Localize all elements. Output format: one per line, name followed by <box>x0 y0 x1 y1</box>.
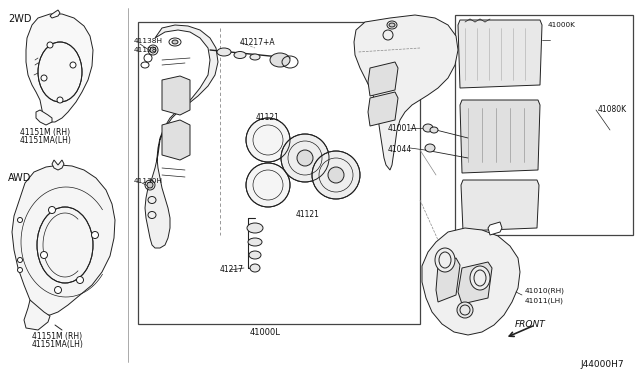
Ellipse shape <box>297 150 313 166</box>
Text: 41151M (RH): 41151M (RH) <box>20 128 70 137</box>
Polygon shape <box>26 14 93 122</box>
Ellipse shape <box>41 75 47 81</box>
Text: FRONT: FRONT <box>515 320 546 329</box>
Text: 41151MA(LH): 41151MA(LH) <box>32 340 84 349</box>
Polygon shape <box>458 262 492 304</box>
Text: AWD: AWD <box>8 173 31 183</box>
Text: 41121: 41121 <box>296 210 320 219</box>
Text: 41011(LH): 41011(LH) <box>525 297 564 304</box>
Text: 41000L: 41000L <box>250 328 280 337</box>
Ellipse shape <box>425 144 435 152</box>
Polygon shape <box>368 92 398 126</box>
Text: 41080K: 41080K <box>598 105 627 114</box>
Polygon shape <box>162 120 190 160</box>
Ellipse shape <box>470 266 490 290</box>
Ellipse shape <box>246 163 290 207</box>
Ellipse shape <box>150 47 156 53</box>
Ellipse shape <box>234 51 246 58</box>
Ellipse shape <box>312 151 360 199</box>
Polygon shape <box>461 180 539 231</box>
Polygon shape <box>162 76 190 115</box>
Ellipse shape <box>92 231 99 238</box>
Polygon shape <box>458 20 542 88</box>
Ellipse shape <box>77 276 83 283</box>
Text: 41217+A: 41217+A <box>240 38 276 47</box>
Ellipse shape <box>247 223 263 233</box>
Ellipse shape <box>17 218 22 222</box>
Polygon shape <box>436 258 460 302</box>
Ellipse shape <box>246 118 290 162</box>
Ellipse shape <box>172 40 178 44</box>
Text: 41121: 41121 <box>256 113 280 122</box>
Ellipse shape <box>49 206 56 214</box>
Ellipse shape <box>54 286 61 294</box>
Polygon shape <box>422 228 520 335</box>
Text: J44000H7: J44000H7 <box>580 360 623 369</box>
Ellipse shape <box>250 264 260 272</box>
Text: 41001A: 41001A <box>388 124 417 133</box>
Ellipse shape <box>435 248 455 272</box>
Ellipse shape <box>17 267 22 273</box>
Ellipse shape <box>248 238 262 246</box>
Bar <box>455 15 633 235</box>
Text: 41010(RH): 41010(RH) <box>525 288 565 295</box>
Ellipse shape <box>47 42 53 48</box>
Text: 41000K: 41000K <box>548 22 576 28</box>
Ellipse shape <box>217 48 231 56</box>
Bar <box>138 22 420 324</box>
Ellipse shape <box>147 182 153 188</box>
Ellipse shape <box>457 302 473 318</box>
Ellipse shape <box>249 251 261 259</box>
Ellipse shape <box>281 134 329 182</box>
Ellipse shape <box>40 251 47 259</box>
Polygon shape <box>460 100 540 173</box>
Text: 41128: 41128 <box>134 47 157 53</box>
Text: 2WD: 2WD <box>8 14 31 24</box>
Polygon shape <box>24 300 50 330</box>
Ellipse shape <box>270 53 290 67</box>
Ellipse shape <box>250 54 260 60</box>
Polygon shape <box>488 222 502 235</box>
Polygon shape <box>368 62 398 96</box>
Text: 41151M (RH): 41151M (RH) <box>32 332 82 341</box>
Ellipse shape <box>37 207 93 283</box>
Polygon shape <box>145 25 218 248</box>
Ellipse shape <box>430 127 438 133</box>
Ellipse shape <box>17 257 22 263</box>
Text: 41151MA(LH): 41151MA(LH) <box>20 136 72 145</box>
Polygon shape <box>52 160 64 170</box>
Ellipse shape <box>57 97 63 103</box>
Ellipse shape <box>423 124 433 132</box>
Text: 41138H: 41138H <box>134 38 163 44</box>
Polygon shape <box>12 165 115 315</box>
Text: 41217: 41217 <box>220 265 244 274</box>
Ellipse shape <box>38 42 82 102</box>
Ellipse shape <box>328 167 344 183</box>
Polygon shape <box>50 10 60 18</box>
Ellipse shape <box>70 62 76 68</box>
Polygon shape <box>36 110 52 125</box>
Ellipse shape <box>389 23 395 27</box>
Text: 41044: 41044 <box>388 145 412 154</box>
Text: 41130H: 41130H <box>134 178 163 184</box>
Polygon shape <box>354 15 458 170</box>
